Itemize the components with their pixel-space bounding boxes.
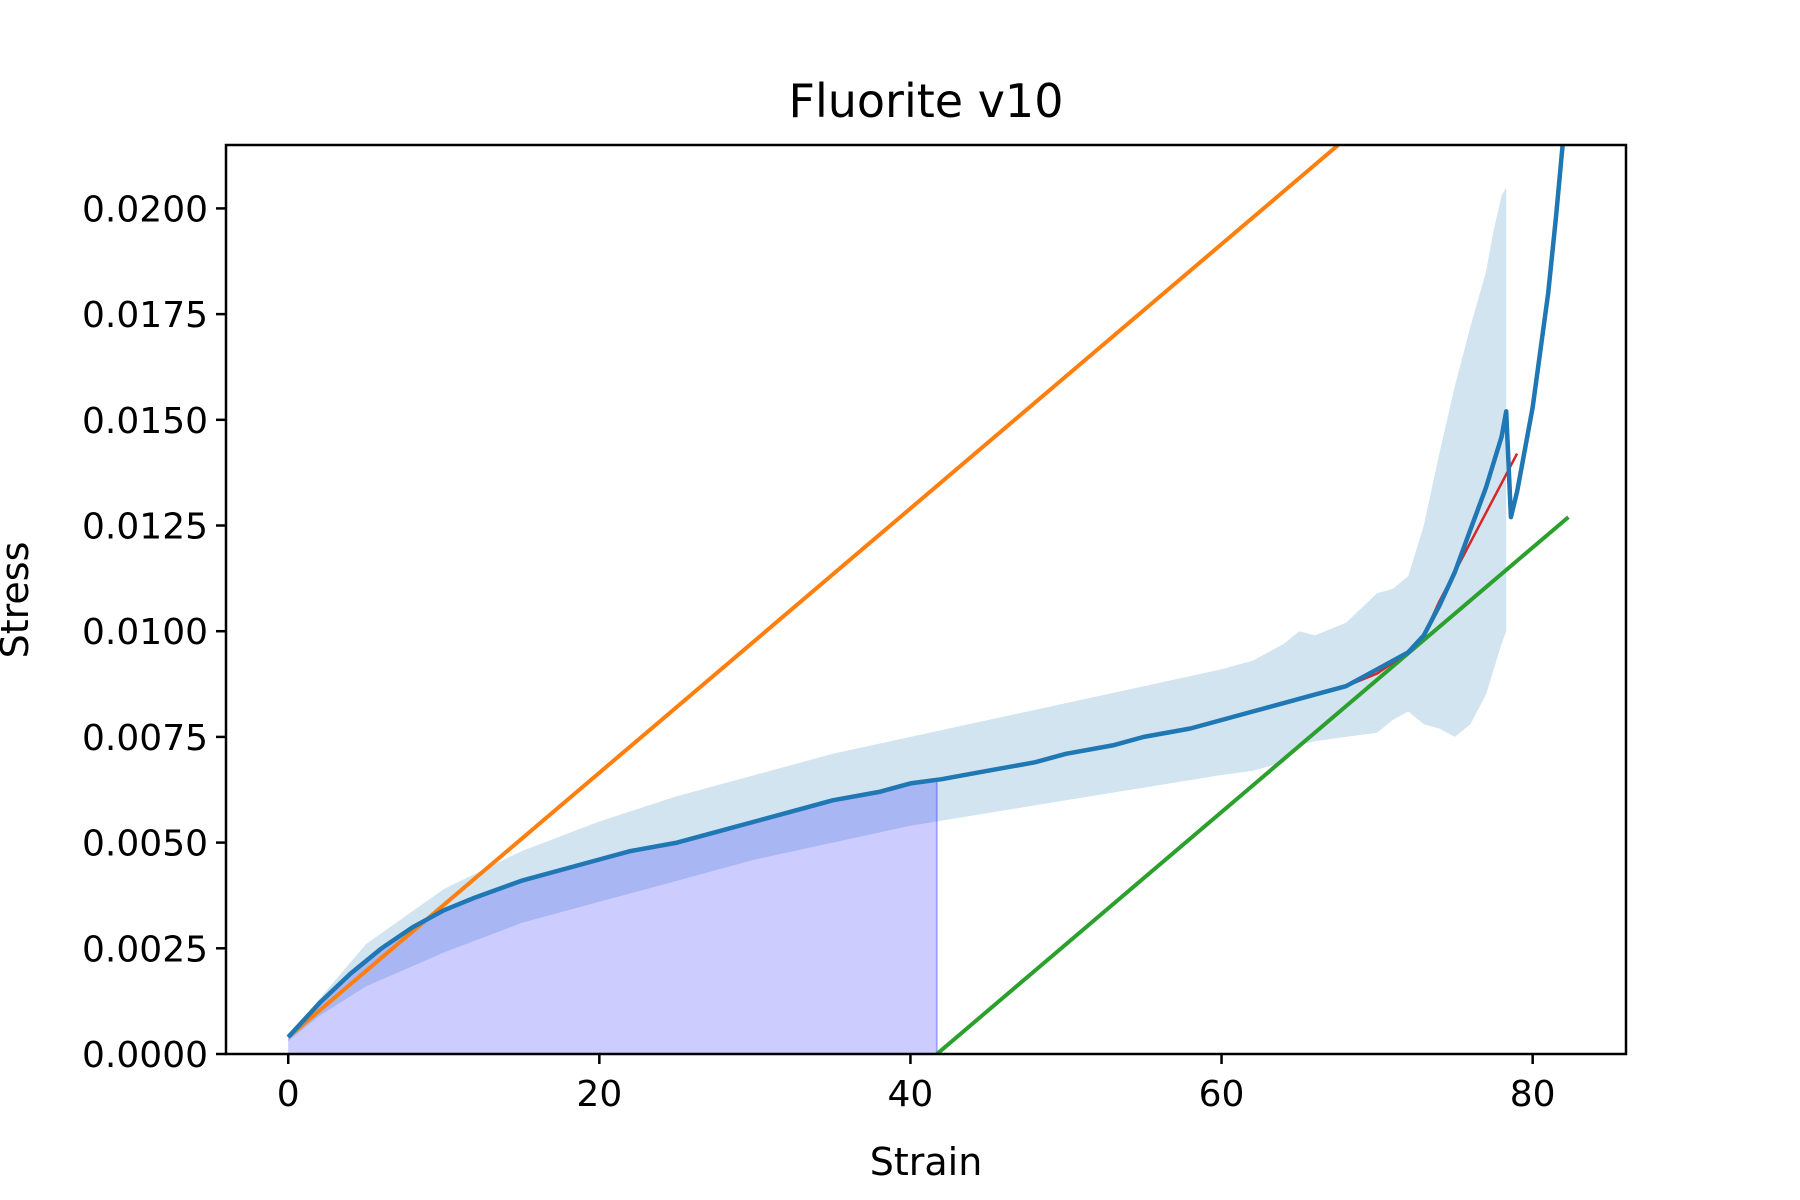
offset-yield-line	[935, 515, 1570, 1054]
y-tick-label: 0.0200	[82, 189, 208, 230]
y-tick-label: 0.0100	[82, 612, 208, 653]
x-tick-label: 20	[576, 1074, 622, 1115]
std-band-area	[288, 187, 1507, 1042]
y-tick-label: 0.0000	[82, 1035, 208, 1076]
y-tick-label: 0.0125	[82, 507, 208, 548]
y-tick-label: 0.0050	[82, 824, 208, 865]
plot-frame	[224, 143, 1628, 1056]
mean-stress-strain-line	[286, 145, 1565, 1039]
y-tick-label: 0.0175	[82, 295, 208, 336]
x-axis-label: Strain	[870, 1140, 983, 1184]
x-tick-label: 80	[1510, 1074, 1556, 1115]
y-axis: 0.0000 0.0025 0.0050 0.0075 0.0100 0.0125 0.01…	[82, 189, 226, 1076]
x-axis: 0 20 40 60 80	[277, 1054, 1556, 1115]
plot-area	[286, 145, 1570, 1054]
x-tick-label: 60	[1199, 1074, 1245, 1115]
x-tick-label: 0	[277, 1074, 300, 1115]
y-tick-label: 0.0025	[82, 929, 208, 970]
y-axis-label: Stress	[0, 542, 37, 659]
y-tick-label: 0.0075	[82, 718, 208, 759]
x-tick-label: 40	[888, 1074, 934, 1115]
elastic-modulus-line	[286, 145, 1340, 1039]
toughness-area	[288, 779, 937, 1054]
chart-title: Fluorite v10	[789, 74, 1064, 128]
y-tick-label: 0.0150	[82, 401, 208, 442]
